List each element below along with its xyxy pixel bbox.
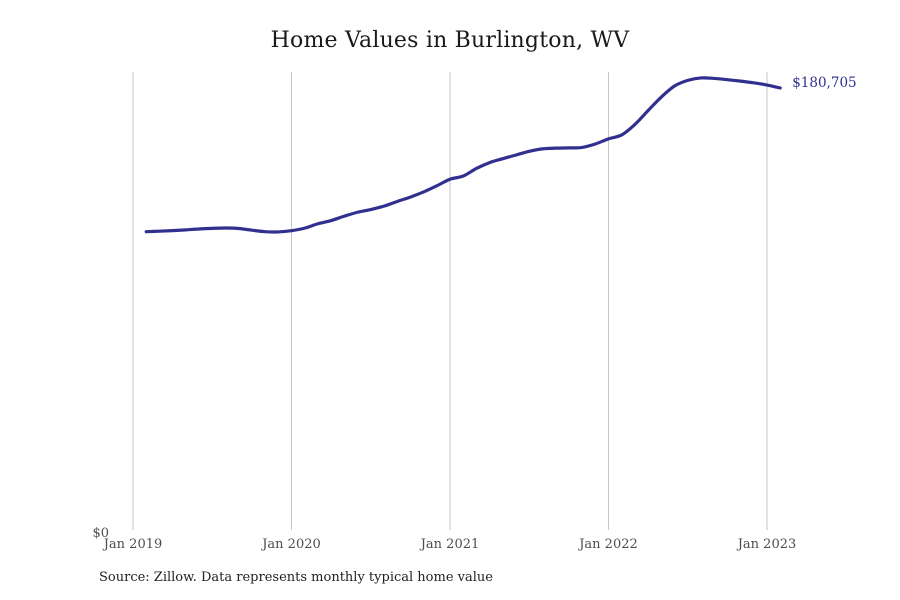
chart-title: Home Values in Burlington, WV: [270, 28, 630, 53]
y-axis-zero-label: $0: [92, 526, 109, 541]
x-tick-label: Jan 2021: [420, 537, 480, 552]
end-value-label: $180,705: [792, 74, 857, 91]
x-tick-label: Jan 2019: [103, 537, 163, 552]
x-tick-label: Jan 2022: [579, 537, 638, 552]
x-tick-label: Jan 2023: [737, 537, 797, 552]
x-tick-label: Jan 2020: [262, 537, 321, 552]
home-value-line: [144, 76, 782, 234]
source-note: Source: Zillow. Data represents monthly …: [99, 570, 493, 585]
x-axis: Jan 2019 Jan 2020 Jan 2021 Jan 2022 Jan 2023: [0, 537, 900, 557]
gridlines: [132, 72, 768, 530]
